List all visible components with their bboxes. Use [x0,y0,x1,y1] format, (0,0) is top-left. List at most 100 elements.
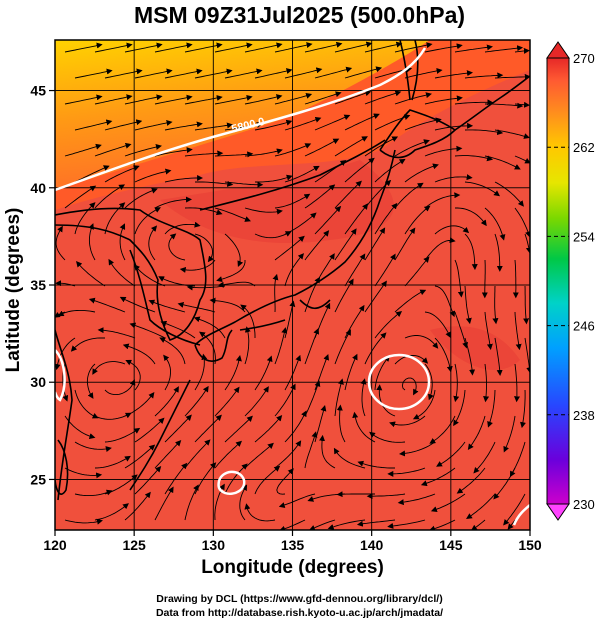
colorbar-ticks: 270 262 254 246 238 230 [547,51,595,512]
streamline [104,379,136,396]
streamline [274,235,305,261]
streamline [334,278,354,313]
streamline [154,196,192,209]
streamline [74,489,113,497]
streamline [224,233,244,267]
credit-data: Data from http://database.rish.kyoto-u.a… [155,607,444,619]
streamline [494,73,530,80]
streamline [454,99,494,106]
streamline [334,228,357,261]
streamline [304,328,320,365]
streamline [134,207,161,235]
streamline [454,259,464,298]
streamline [424,237,456,261]
streamline [239,484,248,521]
streamline [74,441,112,453]
streamline [336,404,346,443]
streamline [434,174,473,183]
streamline [177,302,216,313]
streamline [134,120,173,131]
streamline [108,258,136,287]
streamline [55,225,66,261]
streamline [179,259,216,273]
streamline [194,122,233,131]
streamline [254,355,273,391]
streamline [507,519,516,530]
streamline [119,296,156,313]
streamline [304,431,318,469]
colorbar-top-arrow [546,41,570,59]
streamline [284,410,307,443]
streamline [424,311,451,339]
streamline [214,207,251,222]
streamline [464,72,504,79]
streamline [184,95,223,105]
streamline [160,320,196,339]
streamline [434,70,473,79]
streamline [364,90,402,105]
streamline [224,355,242,391]
streamline [470,519,486,530]
streamline [254,68,293,79]
streamline [64,143,102,157]
streamline [199,331,216,365]
streamline [308,519,336,530]
streamline [484,45,524,53]
streamline [64,415,96,440]
streamline [364,227,386,261]
streamline [244,42,283,53]
streamline [434,285,456,318]
streamline [364,41,403,53]
streamline [214,42,253,53]
streamline [64,185,97,209]
streamline [334,90,372,105]
streamline [274,42,313,53]
streamline [399,441,436,457]
warmer-band-north [55,40,430,190]
streamline [154,42,193,53]
streamlines [55,41,530,530]
streamline [369,431,406,443]
streamline [94,184,126,209]
streamline [304,276,321,313]
streamline [454,155,494,162]
streamline [284,354,302,391]
streamline [224,68,263,79]
streamline [304,41,343,53]
streamline [74,165,110,183]
streamline [244,94,283,105]
streamline [134,168,172,183]
streamline [164,414,192,443]
streamline [366,493,406,500]
streamline [74,389,99,419]
streamline [244,386,269,417]
streamline [524,337,530,374]
streamline [119,223,126,261]
streamline [284,253,304,287]
streamline [397,493,436,506]
streamline [194,68,233,79]
streamline [224,181,264,188]
streamline [70,337,106,352]
streamline [154,147,193,157]
streamline [244,148,283,157]
streamline [336,491,375,498]
streamline [464,337,476,376]
streamline [274,193,311,209]
streamline [394,42,433,53]
streamline [184,207,223,216]
streamline [404,256,430,287]
streamline [374,253,396,287]
streamline [214,440,242,469]
x-axis-title: Longitude (degrees) [201,557,384,578]
streamline [374,158,406,183]
streamline [129,322,166,339]
y-axis: 25 30 35 40 45 [30,83,55,487]
credit-drawing: Drawing by DCL (https://www.gfd-dennou.o… [156,593,443,605]
x-tick-label: 130 [202,537,226,553]
streamline [195,180,234,187]
streamline [424,363,434,401]
streamline [163,354,171,391]
contour-low-south [217,470,246,495]
streamline [154,386,179,417]
